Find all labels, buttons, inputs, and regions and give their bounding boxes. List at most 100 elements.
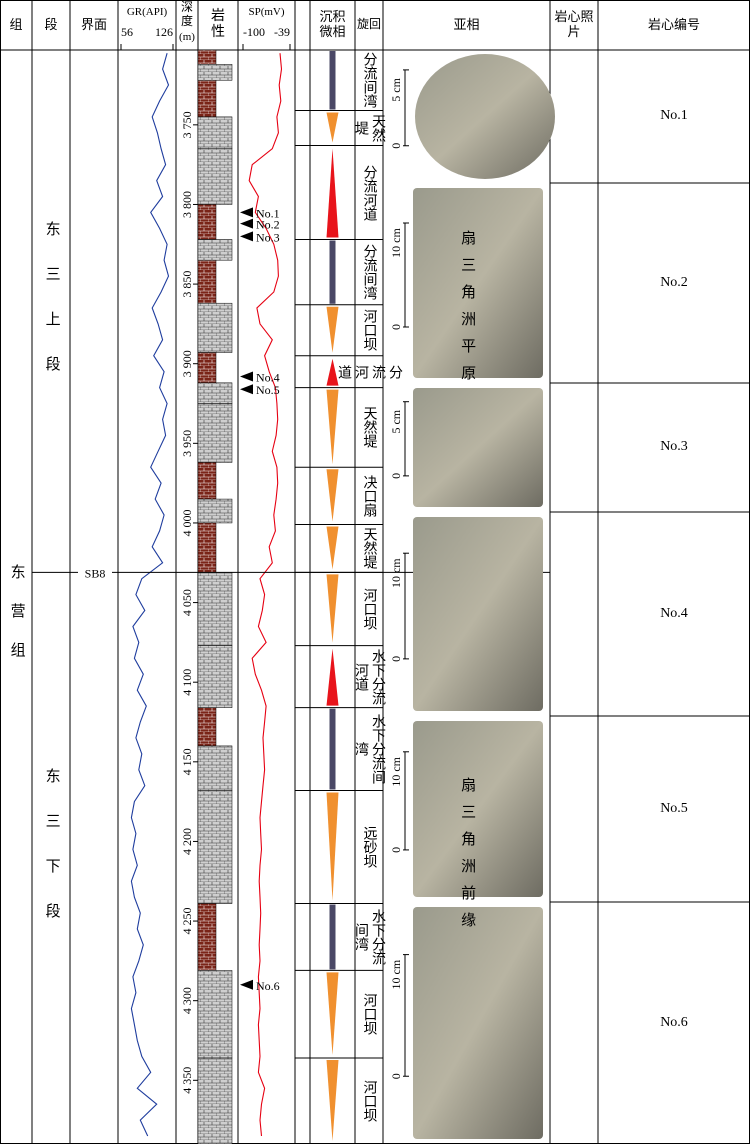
cycle-none bbox=[329, 51, 336, 110]
scale-zero: 0 bbox=[389, 656, 403, 662]
cycle-positive bbox=[326, 648, 339, 706]
facies-label: 水下分流间湾 bbox=[353, 714, 385, 785]
facies-cell: 河口坝 bbox=[355, 1058, 383, 1144]
core-photo bbox=[413, 517, 543, 711]
scale-label: 5 cm bbox=[389, 77, 403, 101]
facies-label: 分流河道 bbox=[336, 364, 402, 379]
scale-label: 10 cm bbox=[389, 558, 403, 588]
facies-label: 分流间湾 bbox=[361, 52, 377, 109]
facies-label: 河口坝 bbox=[361, 309, 377, 352]
header-cell: 深度 bbox=[180, 0, 193, 28]
sample-marker bbox=[240, 231, 253, 242]
gr-curve bbox=[130, 53, 170, 1137]
cycle-none bbox=[329, 708, 336, 790]
depth-tick-label: 4 250 bbox=[180, 908, 194, 935]
sample-marker bbox=[240, 371, 253, 382]
lithology-interval bbox=[197, 745, 233, 791]
facies-label: 河口坝 bbox=[361, 587, 377, 630]
core-number: No.2 bbox=[660, 274, 688, 290]
cycle-negative bbox=[326, 792, 339, 901]
scale-zero: 0 bbox=[389, 473, 403, 479]
lithology-interval bbox=[197, 498, 233, 524]
lithology-interval bbox=[197, 382, 233, 404]
facies-label: 远砂坝 bbox=[361, 826, 377, 868]
facies-label: 分流间湾 bbox=[361, 244, 377, 301]
member-label: 东三上段 bbox=[43, 221, 60, 402]
lithology-interval bbox=[197, 403, 233, 463]
sp-tick-label: -100 bbox=[243, 25, 265, 39]
lithology-interval bbox=[197, 707, 217, 747]
gr-tick-label: 126 bbox=[155, 25, 173, 39]
core-photo bbox=[413, 907, 543, 1139]
lithology-interval bbox=[197, 80, 217, 118]
sample-marker-label: No.1 bbox=[256, 206, 280, 220]
header-cell: GR(API) bbox=[126, 5, 168, 18]
facies-label: 水下分流河道 bbox=[353, 648, 385, 705]
depth-tick-label: 4 050 bbox=[180, 589, 194, 616]
header-cell: 岩心编号 bbox=[647, 16, 700, 32]
sample-marker bbox=[240, 218, 253, 229]
lithology-interval bbox=[197, 645, 233, 708]
scale-zero: 0 bbox=[389, 143, 403, 149]
facies-cell: 分流河道 bbox=[355, 146, 383, 240]
core-photo bbox=[413, 388, 543, 507]
facies-cell: 天然堤 bbox=[355, 525, 383, 573]
scale-label: 10 cm bbox=[389, 228, 403, 258]
core-number: No.6 bbox=[660, 1014, 688, 1030]
facies-cell: 水下分流间湾 bbox=[353, 904, 385, 971]
depth-tick-label: 3 800 bbox=[180, 191, 194, 218]
facies-cell: 水下分流间湾 bbox=[353, 708, 385, 791]
cycle-none bbox=[329, 240, 336, 304]
facies-cell: 分流间湾 bbox=[355, 50, 383, 111]
sample-marker bbox=[240, 979, 253, 990]
header-cell: 段 bbox=[44, 16, 58, 32]
cycle-negative bbox=[326, 972, 339, 1056]
depth-tick-label: 3 850 bbox=[180, 271, 194, 298]
scale-label: 10 cm bbox=[389, 756, 403, 786]
lithology-interval bbox=[197, 204, 217, 240]
core-number: No.4 bbox=[660, 605, 688, 621]
header-cell: 岩心照片 bbox=[554, 9, 594, 39]
sample-marker-label: No.2 bbox=[256, 218, 280, 232]
sp-curve bbox=[248, 53, 283, 1137]
scale-zero: 0 bbox=[389, 847, 403, 853]
sp-tick-label: -39 bbox=[274, 25, 290, 39]
sample-marker-label: No.5 bbox=[256, 383, 280, 397]
header-cell: 亚相 bbox=[453, 16, 480, 32]
sample-marker-label: No.3 bbox=[256, 230, 280, 244]
scale-zero: 0 bbox=[389, 1073, 403, 1079]
lithology-interval bbox=[197, 903, 217, 971]
lithology-interval bbox=[197, 148, 233, 205]
cycle-positive bbox=[326, 148, 339, 238]
gr-tick-label: 56 bbox=[121, 25, 133, 39]
depth-tick-label: 4 000 bbox=[180, 509, 194, 536]
facies-label: 分流河道 bbox=[361, 164, 377, 221]
facies-cell: 天然堤 bbox=[355, 388, 383, 468]
depth-tick-label: 4 100 bbox=[180, 669, 194, 696]
facies-label: 决口扇 bbox=[361, 474, 377, 517]
cycle-positive bbox=[326, 358, 339, 386]
facies-cell: 水下分流河道 bbox=[353, 646, 385, 708]
cycle-negative bbox=[326, 112, 339, 143]
facies-label: 河口坝 bbox=[361, 993, 377, 1036]
member-label: 东三下段 bbox=[43, 768, 60, 949]
cycle-negative bbox=[326, 306, 339, 353]
subfacies-label: 扇三角洲平原 bbox=[459, 230, 476, 393]
sample-marker-label: No.6 bbox=[256, 979, 280, 993]
lithology-interval bbox=[197, 64, 233, 81]
scale-label: 10 cm bbox=[389, 959, 403, 989]
header-cell: 组 bbox=[9, 16, 23, 32]
depth-tick-label: 3 900 bbox=[180, 350, 194, 377]
lithology-interval bbox=[197, 302, 233, 353]
header-cell: (m) bbox=[179, 30, 195, 43]
facies-cell: 河口坝 bbox=[355, 572, 383, 645]
cycle-negative bbox=[326, 389, 339, 465]
scale-zero: 0 bbox=[389, 324, 403, 330]
interface-label: SB8 bbox=[85, 566, 106, 580]
lithology-interval bbox=[197, 352, 217, 384]
sample-marker bbox=[240, 384, 253, 395]
facies-cell: 分流间湾 bbox=[355, 239, 383, 304]
header-cell: 沉积微相 bbox=[319, 9, 346, 39]
